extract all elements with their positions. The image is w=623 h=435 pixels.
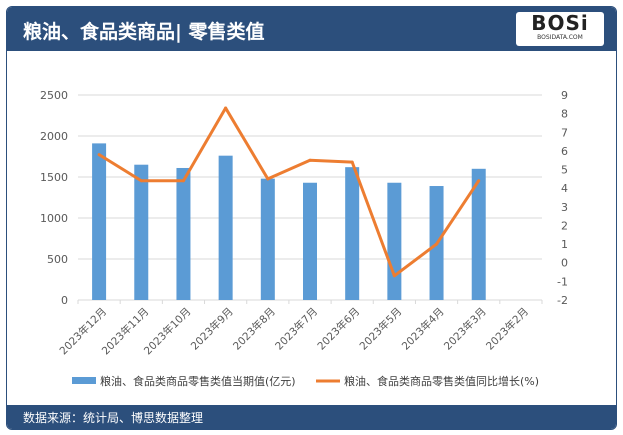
bar [260,178,275,300]
y-right-tick-label: 5 [561,164,568,177]
bar [471,168,486,300]
x-tick-label: 2023年5月 [357,305,405,353]
y-right-tick-label: 3 [561,201,568,214]
y-right-tick-label: 9 [561,89,568,102]
line-point [435,242,439,246]
bar [303,182,317,300]
line-point [224,106,228,110]
x-tick-label: 2023年2月 [483,305,531,353]
y-right-tick-label: 8 [561,108,568,121]
line-point [97,153,101,157]
y-right-tick-label: 2 [561,219,568,232]
bar [345,167,360,300]
legend-bar-swatch [72,377,96,384]
line-point [139,179,143,183]
x-tick-label: 2023年3月 [441,305,489,353]
x-tick-label: 2023年4月 [399,305,447,353]
line-point [181,179,185,183]
y-left-tick-label: 2000 [40,130,68,143]
logo: BOSi BOSIDATA.COM [516,12,604,46]
y-left-tick-label: 2500 [40,89,68,102]
y-right-tick-label: 7 [561,126,568,139]
x-tick-label: 2023年6月 [315,305,363,353]
y-left-tick-label: 500 [47,253,68,266]
y-right-tick-label: 6 [561,145,568,158]
footer: 数据来源：统计局、博思数据整理 [7,405,616,429]
line-point [308,158,312,162]
y-right-tick-label: 4 [561,182,568,195]
x-tick-label: 2023年7月 [272,305,320,353]
line-point [392,274,396,278]
logo-subtext: BOSIDATA.COM [537,34,583,41]
legend-bar-label: 粮油、食品类商品零售类值当期值(亿元) [100,374,296,388]
y-left-tick-label: 0 [61,294,68,307]
line-point [266,177,270,181]
y-right-tick-label: 0 [561,257,568,270]
x-tick-label: 2023年9月 [188,305,236,353]
source-note: 数据来源：统计局、博思数据整理 [23,411,204,425]
y-right-tick-label: 1 [561,238,568,251]
bar [134,164,149,300]
bar [218,155,233,300]
page-title: 粮油、食品类商品| 零售类值 [23,21,265,43]
bar [176,167,191,300]
growth-line [98,106,480,278]
logo-text: BOSi [531,11,589,35]
y-left-tick-label: 1500 [40,171,68,184]
bar [387,182,402,300]
y-right-tick-label: -1 [557,275,568,288]
line-point [477,179,481,183]
line-point [350,160,354,164]
x-tick-label: 2023年8月 [230,305,278,353]
y-right-tick-label: -2 [557,294,568,307]
header: 粮油、食品类商品| 零售类值 BOSi BOSIDATA.COM [7,7,616,51]
legend-line-label: 粮油、食品类商品零售类值同比增长(%) [344,374,539,388]
y-left-tick-label: 1000 [40,212,68,225]
bar [92,143,107,300]
